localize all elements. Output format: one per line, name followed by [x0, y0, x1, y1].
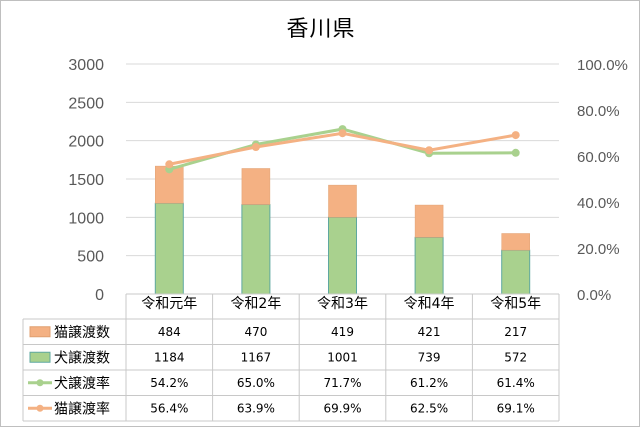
table-cell: 71.7% — [323, 376, 361, 390]
x-tick-label: 令和5年 — [490, 296, 541, 312]
legend-label: 猫譲渡数 — [54, 325, 110, 341]
y-tick-right: 60.0% — [577, 149, 620, 166]
table-cell: 1001 — [327, 350, 358, 364]
x-tick-label: 令和3年 — [317, 296, 368, 312]
y-tick-right: 80.0% — [577, 103, 620, 120]
legend-label: 犬譲渡率 — [54, 375, 110, 392]
point-cat-rate — [511, 131, 520, 140]
y-tick-right: 0.0% — [577, 287, 611, 304]
legend-label: 猫譲渡率 — [54, 400, 110, 417]
bar-cat — [501, 233, 530, 251]
y-tick-right: 100.0% — [577, 57, 628, 74]
bar-dog — [501, 249, 531, 295]
bar-cat — [328, 184, 357, 218]
point-dog-rate — [511, 148, 520, 157]
table-cell: 54.2% — [150, 376, 188, 390]
table-cell: 61.2% — [410, 376, 448, 390]
legend-key-marker — [36, 379, 44, 387]
table-cell: 65.0% — [237, 376, 275, 390]
line-cat-rate — [169, 131, 516, 166]
table-cell: 470 — [244, 325, 267, 339]
bar-dog — [414, 236, 444, 295]
table-cell: 61.4% — [497, 376, 535, 390]
legend-label: 犬譲渡数 — [54, 350, 110, 366]
bar-cat — [241, 168, 271, 205]
point-cat-rate — [165, 160, 174, 169]
y-tick-left: 2000 — [68, 134, 104, 151]
table-cell: 56.4% — [150, 401, 188, 415]
legend-key-box — [29, 351, 51, 363]
y-tick-left: 1500 — [68, 172, 104, 189]
table-cell: 419 — [331, 325, 354, 339]
point-cat-rate — [425, 146, 434, 155]
x-tick-label: 令和2年 — [230, 296, 281, 312]
table-cell: 484 — [158, 325, 181, 339]
y-tick-left: 2500 — [68, 95, 104, 112]
bar-cat — [414, 204, 444, 238]
y-tick-left: 1000 — [68, 210, 104, 227]
x-tick-label: 令和元年 — [141, 296, 197, 312]
table-cell: 217 — [504, 325, 527, 339]
point-cat-rate — [251, 143, 260, 152]
y-tick-right: 40.0% — [577, 195, 620, 212]
chart-title: 香川県 — [286, 17, 356, 42]
table-cell: 572 — [504, 350, 527, 364]
legend-key-marker — [36, 404, 44, 412]
table-cell: 1167 — [241, 350, 272, 364]
y-tick-left: 3000 — [68, 57, 104, 74]
table-cell: 63.9% — [237, 401, 275, 415]
bar-dog — [328, 216, 357, 295]
point-cat-rate — [338, 129, 347, 138]
table-cell: 739 — [418, 350, 441, 364]
table-cell: 69.1% — [497, 401, 535, 415]
table-cell: 69.9% — [323, 401, 361, 415]
bar-dog — [241, 204, 271, 295]
table-cell: 1184 — [154, 350, 185, 364]
y-tick-right: 20.0% — [577, 241, 620, 258]
y-tick-left: 0 — [95, 287, 104, 304]
legend-key-box — [29, 326, 51, 338]
bar-dog — [154, 202, 184, 295]
x-tick-label: 令和4年 — [404, 296, 455, 312]
y-tick-left: 500 — [77, 249, 104, 266]
table-cell: 62.5% — [410, 401, 448, 415]
table-cell: 421 — [418, 325, 441, 339]
